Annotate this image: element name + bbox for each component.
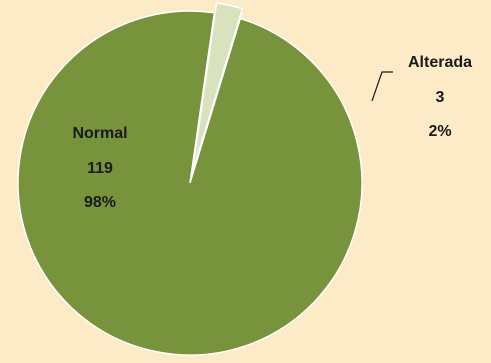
alterada-leader-line [371,71,393,102]
label-alterada-percent: 2% [428,123,451,140]
label-alterada-value: 3 [436,89,445,106]
label-normal-percent: 98% [84,194,116,211]
label-alterada-name: Alterada [408,54,472,71]
pie-slices [17,2,363,356]
label-normal-value: 119 [87,160,113,177]
pie-slice-alterada [191,2,244,174]
pie-slice-normal [17,10,363,356]
label-normal-name: Normal [72,125,127,142]
